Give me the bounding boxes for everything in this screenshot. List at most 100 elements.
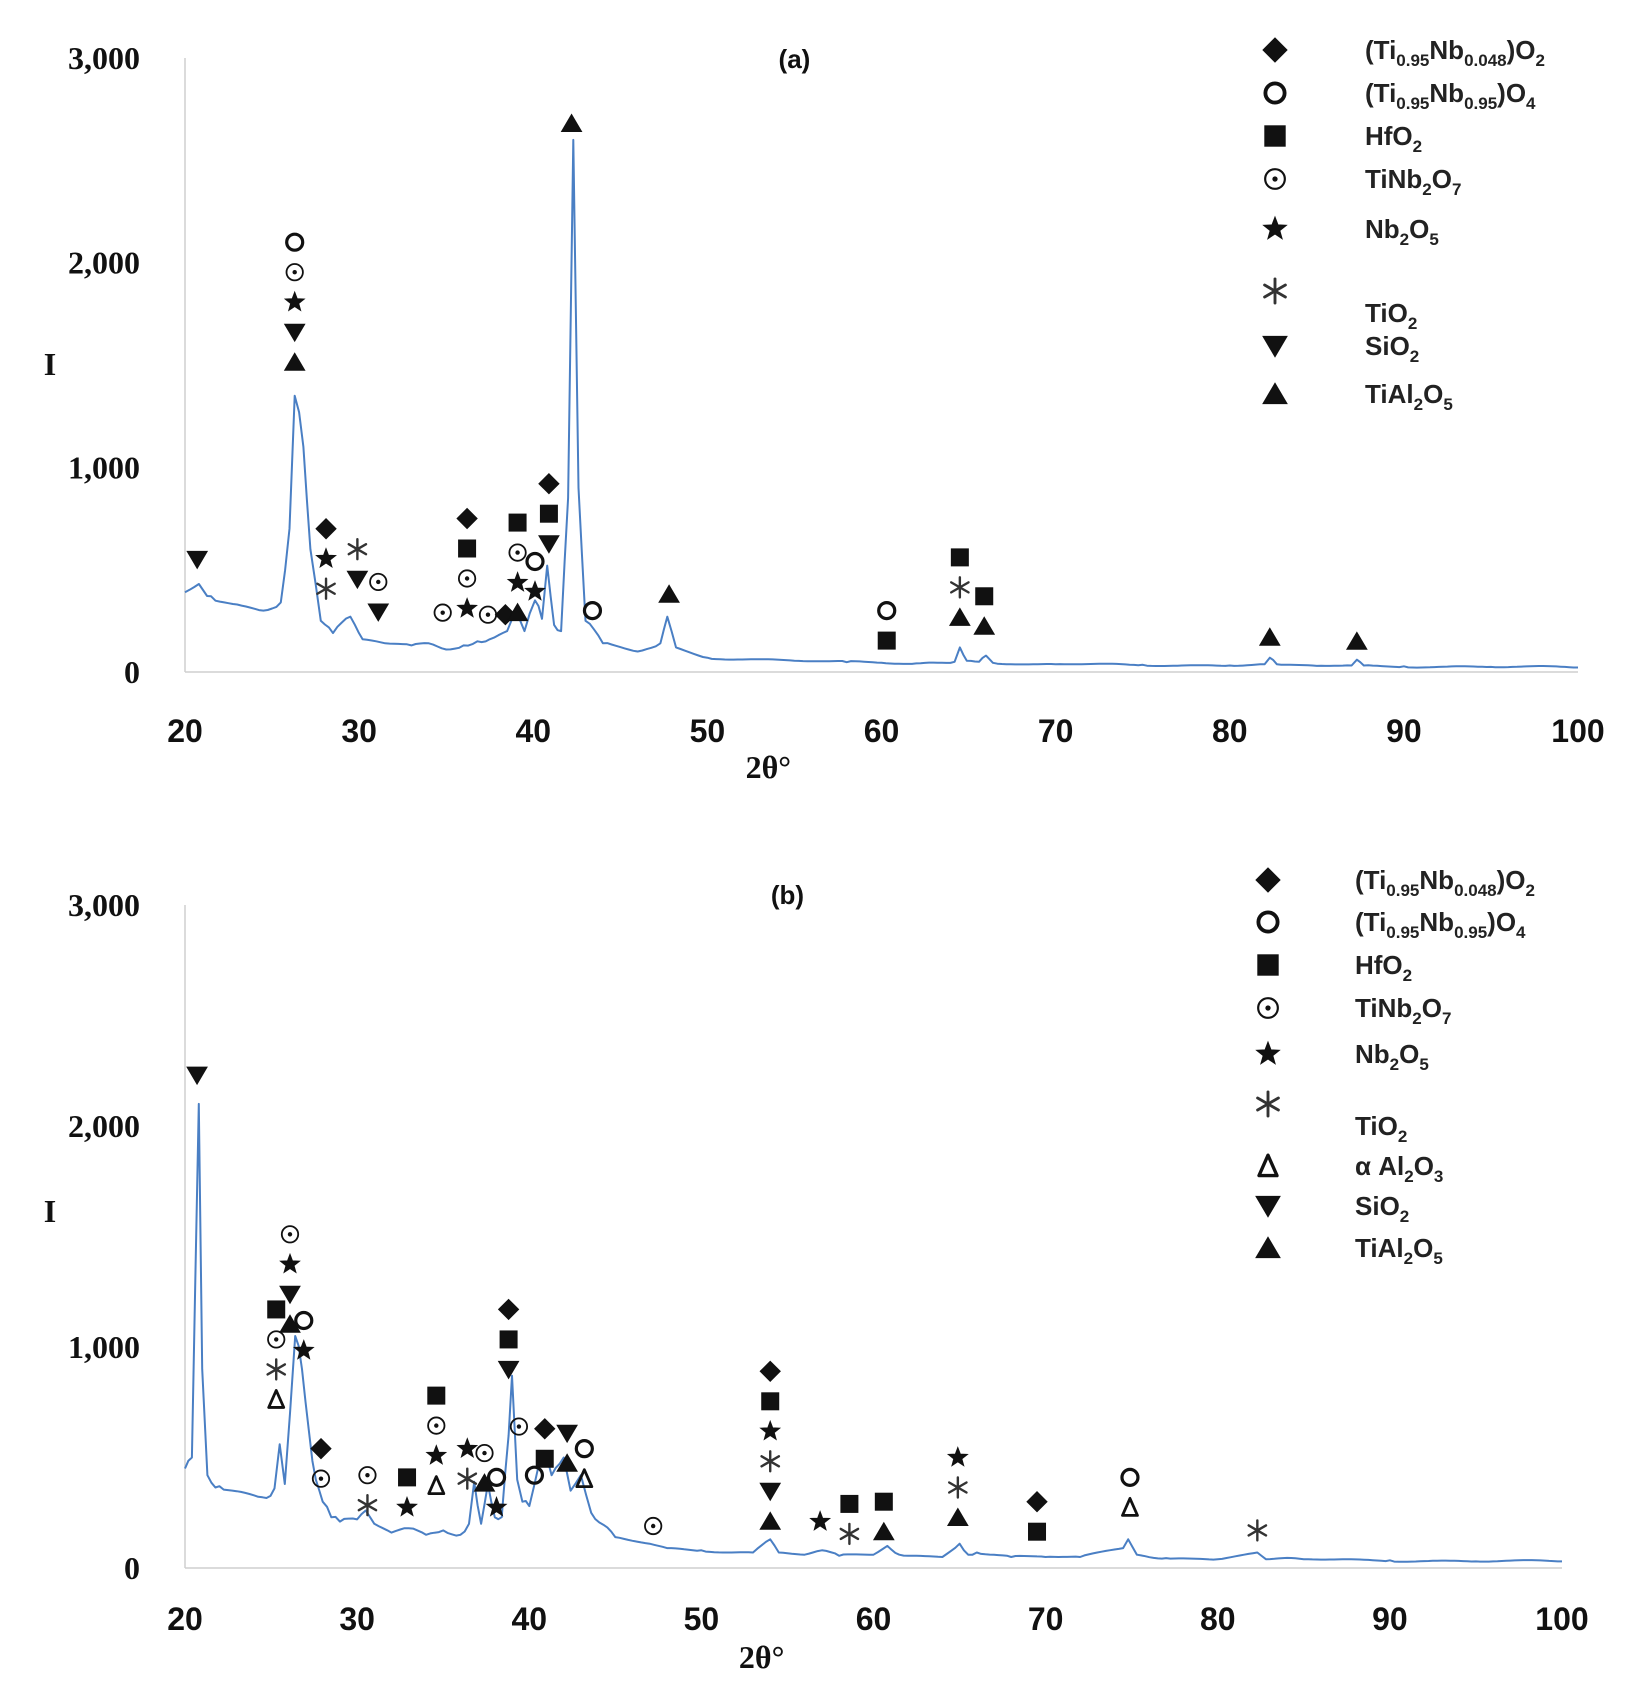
asterisk-marker	[457, 1467, 478, 1490]
circle-marker	[582, 600, 603, 621]
dotcircle-marker	[457, 569, 477, 588]
star-marker	[809, 1510, 832, 1531]
legend-label: α Al2O3	[1355, 1151, 1443, 1186]
legend-label: Nb2O5	[1365, 214, 1439, 249]
x-tick-label: 30	[341, 713, 377, 749]
peak-annotation	[582, 600, 603, 621]
square-marker	[950, 548, 969, 567]
diamond-marker	[315, 518, 337, 540]
diamond-marker	[497, 1298, 520, 1321]
peak-annotation	[524, 1465, 545, 1485]
tridown-marker	[556, 1424, 578, 1444]
legend-label: SiO2	[1355, 1191, 1409, 1226]
y-axis-label: I	[44, 1193, 56, 1229]
x-axis-label: 2θ°	[739, 1639, 785, 1675]
tridown-marker	[186, 1066, 208, 1086]
triup-marker	[872, 1521, 895, 1541]
triup-marker	[658, 584, 680, 603]
y-tick-label: 2,000	[68, 245, 140, 281]
legend-square-icon	[1257, 954, 1279, 976]
dotcircle-marker	[427, 1416, 446, 1435]
peak-annotation	[574, 1439, 594, 1489]
x-tick-label: 70	[1028, 1601, 1064, 1637]
peak-annotation	[396, 1468, 418, 1517]
dotcircle-marker	[358, 1466, 377, 1485]
legend-item: HfO2	[1264, 121, 1422, 156]
tridown-marker	[538, 535, 560, 554]
legend-item: TiO2	[1256, 1090, 1407, 1146]
dotcircle-marker	[478, 605, 498, 624]
square-marker	[840, 1494, 859, 1513]
peak-annotation	[644, 1516, 663, 1536]
circle-marker	[1120, 1467, 1140, 1487]
peak-annotation	[186, 1066, 208, 1086]
dotcircle-marker	[475, 1443, 494, 1463]
star-marker	[485, 1495, 508, 1517]
x-tick-label: 30	[339, 1601, 375, 1637]
y-axis-label: I	[44, 346, 56, 382]
peak-annotation	[497, 1298, 520, 1380]
peak-annotation	[186, 550, 209, 570]
legend-label: Nb2O5	[1355, 1039, 1429, 1074]
delta-marker	[427, 1475, 446, 1496]
circle-marker	[525, 551, 545, 572]
triup-marker	[560, 113, 583, 132]
dotcircle-marker	[267, 1330, 286, 1349]
star-marker	[425, 1444, 448, 1465]
circle-marker	[294, 1310, 314, 1331]
legend-star-icon	[1262, 215, 1288, 240]
circle-marker	[524, 1465, 545, 1485]
asterisk-marker	[839, 1522, 860, 1546]
peak-annotation	[506, 513, 529, 622]
legend-square-icon	[1264, 125, 1286, 147]
peak-annotation	[534, 1418, 556, 1468]
peak-annotation	[266, 1300, 287, 1409]
legend-dotcircle-icon	[1264, 168, 1286, 190]
asterisk-marker	[947, 1476, 968, 1499]
legend-label: HfO2	[1355, 950, 1412, 985]
y-tick-label: 1,000	[68, 449, 140, 485]
peak-annotation	[872, 1492, 895, 1541]
tridown-marker	[759, 1482, 782, 1502]
legend-item: SiO2	[1255, 1191, 1409, 1226]
peak-annotation	[292, 1310, 315, 1360]
asterisk-marker	[316, 577, 336, 600]
x-tick-label: 20	[167, 1601, 203, 1637]
x-tick-label: 50	[684, 1601, 720, 1637]
x-tick-label: 90	[1372, 1601, 1408, 1637]
legend-item: TiAl2O5	[1255, 1233, 1443, 1268]
legend-label: TiNb2O7	[1365, 164, 1461, 199]
panel-a: 0 1,000 2,000 3,000 20 30 40 50 60 70 80 90 100 2θ° I (…	[44, 35, 1605, 785]
star-marker	[456, 597, 478, 618]
legend-label: HfO2	[1365, 121, 1422, 156]
peak-annotation	[877, 600, 897, 650]
triup-marker	[1258, 627, 1281, 646]
dotcircle-marker	[509, 1417, 529, 1436]
legend-asterisk-icon	[1256, 1090, 1280, 1118]
star-marker	[946, 1446, 969, 1467]
peak-annotation	[560, 113, 583, 132]
y-tick-label: 3,000	[68, 887, 140, 923]
legend: (Ti0.95Nb0.048)O2 (Ti0.95Nb0.95)O4 HfO2 TiN…	[1255, 865, 1535, 1268]
legend-item: HfO2	[1257, 950, 1412, 985]
y-tick-label: 0	[124, 1550, 140, 1586]
peak-annotation	[1247, 1519, 1268, 1542]
legend-circle-icon	[1256, 910, 1280, 934]
legend-label: TiO2	[1365, 298, 1417, 333]
legend-item: (Ti0.95Nb0.048)O2	[1262, 35, 1545, 70]
star-marker	[524, 580, 546, 601]
tridown-marker	[283, 323, 306, 343]
tridown-marker	[346, 570, 369, 590]
circle-marker	[877, 600, 897, 621]
asterisk-marker	[357, 1493, 378, 1517]
peak-annotation	[346, 538, 369, 590]
peak-annotation	[946, 1446, 969, 1526]
square-marker	[458, 539, 477, 558]
delta-marker	[267, 1389, 286, 1409]
legend-item: (Ti0.95Nb0.95)O4	[1263, 78, 1536, 113]
peak-annotation	[658, 584, 680, 603]
panel-b: 0 1,000 2,000 3,000 20 30 40 50 60 70 80 90 100 2θ° I (…	[44, 865, 1589, 1675]
legend-label: (Ti0.95Nb0.95)O4	[1355, 907, 1526, 942]
x-tick-label: 40	[515, 713, 551, 749]
triup-marker	[759, 1511, 782, 1530]
